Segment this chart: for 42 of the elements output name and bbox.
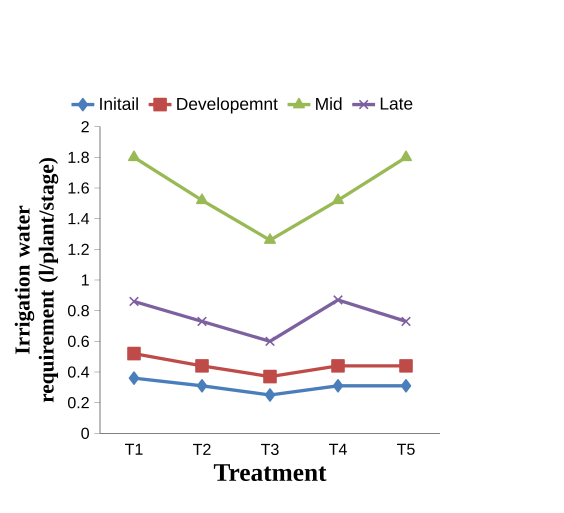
x-tick-label: T5 — [397, 444, 415, 455]
y-tick-label: 1.2 — [68, 244, 89, 255]
y-tick-label: 1 — [82, 274, 89, 286]
point — [128, 296, 140, 306]
y-tick-label: 1.8 — [68, 152, 89, 163]
x-tick-label: T2 — [193, 444, 211, 455]
point — [127, 346, 141, 360]
x-axis-title: Treatment — [214, 464, 326, 481]
point — [332, 378, 344, 392]
x-tick-label: T3 — [261, 444, 279, 455]
y-tick-label: 0.8 — [68, 304, 89, 316]
point — [332, 294, 344, 305]
y-tick-label: 2 — [81, 120, 89, 132]
x-tick-label: T1 — [125, 444, 143, 455]
y-tick-label: 0.6 — [68, 336, 89, 347]
point — [263, 370, 277, 384]
point — [128, 150, 140, 161]
y-tick-label: 0.4 — [68, 366, 90, 378]
point — [264, 388, 276, 402]
point — [196, 316, 208, 326]
legend-label: Mid — [316, 97, 342, 110]
y-axis-title: Irrigation water requirement (l/plant/stage) — [14, 158, 58, 402]
y-tick-label: 1.4 — [68, 213, 90, 224]
point — [264, 233, 276, 244]
point — [128, 371, 140, 385]
y-tick-label: 0.2 — [68, 396, 89, 408]
point — [264, 336, 276, 346]
point — [331, 358, 345, 373]
y-tick-label: 0 — [81, 428, 89, 439]
point — [196, 193, 208, 204]
point — [400, 316, 412, 326]
legend-label: Late — [380, 97, 412, 110]
point — [399, 358, 413, 373]
y-tick-label: 1.6 — [68, 182, 89, 194]
legend-label: Developemnt — [177, 97, 278, 114]
point — [400, 150, 412, 161]
point — [332, 193, 344, 204]
x-tick-label: T4 — [329, 444, 347, 455]
point — [400, 378, 412, 392]
point — [196, 378, 208, 392]
point — [195, 358, 209, 373]
legend-label: Initail — [100, 97, 138, 110]
